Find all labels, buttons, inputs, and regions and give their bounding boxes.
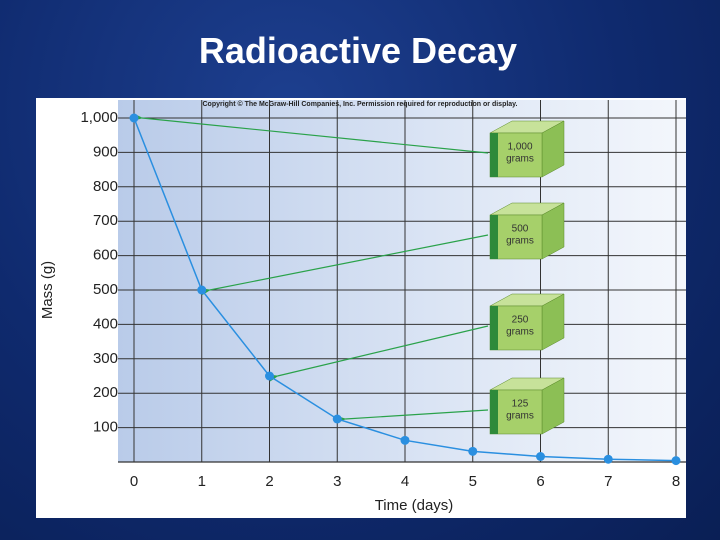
cube-edge: [490, 215, 498, 259]
x-tick-label: 7: [604, 473, 612, 490]
x-tick-label: 8: [672, 473, 680, 490]
annotation-arrow: [336, 409, 489, 424]
data-point: [671, 456, 681, 466]
y-tick-label: 500: [93, 281, 118, 298]
cube-amount: 500: [512, 224, 529, 235]
cube-amount: 125: [512, 399, 529, 410]
y-tick-label: 700: [93, 212, 118, 229]
x-tick-label: 0: [130, 473, 138, 490]
y-axis-label: Mass (g): [39, 261, 56, 319]
cube-unit: grams: [506, 411, 534, 422]
annotation-arrow: [133, 113, 489, 154]
data-point: [400, 435, 410, 445]
x-tick-label: 1: [198, 473, 206, 490]
annotation-arrow: [200, 234, 489, 296]
copyright-note: Copyright © The McGraw-Hill Companies, I…: [202, 100, 517, 108]
data-point: [536, 451, 545, 461]
cube-unit: grams: [506, 327, 534, 338]
x-tick-label: 6: [536, 473, 544, 490]
cube-unit: grams: [506, 154, 534, 165]
cube-front: [489, 305, 543, 351]
y-tick-label: 600: [93, 247, 118, 264]
y-tick-label: 1,000: [80, 109, 118, 126]
plot-area: [118, 100, 686, 462]
annotation-arrow: [268, 325, 489, 382]
y-tick-label: 100: [93, 419, 118, 436]
y-tick-label: 200: [93, 384, 118, 401]
x-tick-label: 2: [265, 473, 273, 490]
cube-front: [489, 389, 543, 435]
data-point: [468, 446, 478, 456]
x-tick-label: 4: [401, 473, 409, 490]
cube-amount: 1,000: [507, 142, 532, 153]
y-tick-label: 900: [93, 143, 118, 160]
cube-edge: [490, 390, 498, 434]
y-tick-label: 800: [93, 178, 118, 195]
x-axis-label: Time (days): [375, 497, 454, 514]
y-tick-label: 400: [93, 315, 118, 332]
cube-front: [489, 132, 543, 178]
data-point: [129, 113, 139, 123]
y-tick-label: 300: [93, 350, 118, 367]
cube-unit: grams: [506, 236, 534, 247]
data-point: [265, 371, 274, 381]
cube-edge: [490, 306, 498, 350]
cube-front: [489, 214, 543, 260]
x-tick-label: 3: [333, 473, 341, 490]
data-point: [603, 454, 613, 464]
x-tick-label: 5: [469, 473, 477, 490]
data-point: [332, 414, 342, 424]
cube-amount: 250: [512, 315, 529, 326]
slide-title: Radioactive Decay: [198, 30, 518, 71]
data-point: [197, 285, 207, 295]
cube-edge: [490, 133, 498, 177]
